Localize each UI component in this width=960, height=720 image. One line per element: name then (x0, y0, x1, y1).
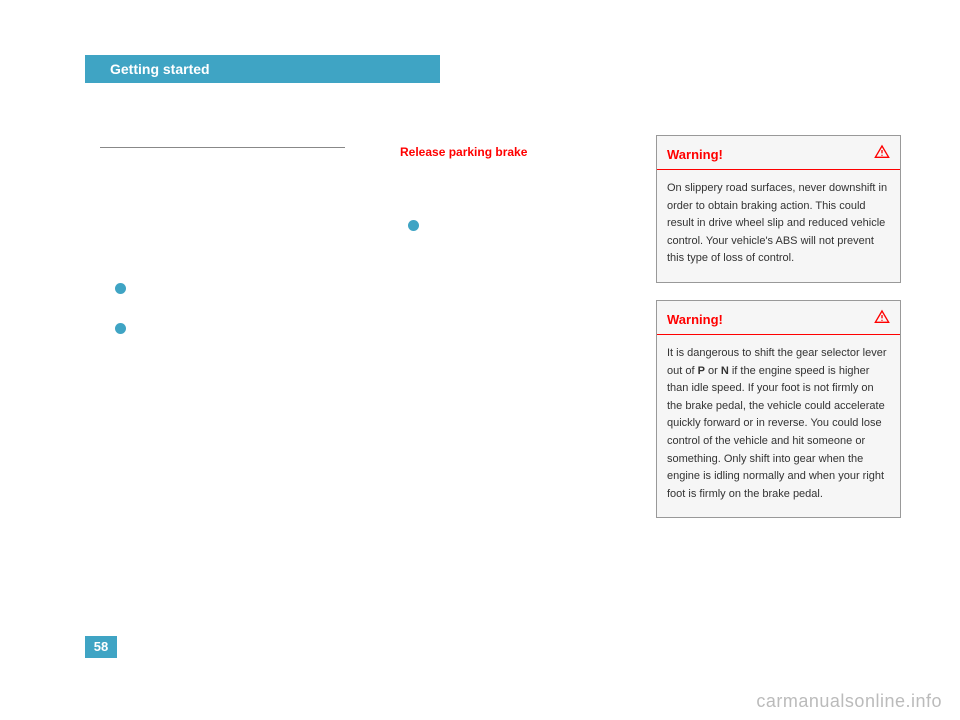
warning-body: It is dangerous to shift the gear select… (657, 335, 900, 517)
page: Getting started Release parking brake Wa… (0, 0, 960, 720)
warning-body: On slippery road surfaces, never downshi… (657, 170, 900, 282)
gear-n: N (721, 365, 729, 377)
watermark: carmanualsonline.info (756, 691, 942, 712)
warning-title: Warning! (667, 312, 723, 327)
warning-title: Warning! (667, 147, 723, 162)
bullet-icon (408, 220, 419, 231)
warning-header: Warning! (657, 301, 900, 335)
bullet-icon (115, 283, 126, 294)
warning2-or: or (705, 365, 721, 377)
divider-line (100, 147, 345, 148)
release-brake-text: Release parking brake (400, 145, 527, 159)
warning-triangle-icon (874, 309, 890, 330)
page-number: 58 (85, 636, 117, 658)
warning-box-1: Warning! On slippery road surfaces, neve… (656, 135, 901, 283)
warning-header: Warning! (657, 136, 900, 170)
header-bar: Getting started (85, 55, 440, 83)
bullet-icon (115, 323, 126, 334)
warning-triangle-icon (874, 144, 890, 165)
header-title: Getting started (110, 61, 210, 77)
warning-box-2: Warning! It is dangerous to shift the ge… (656, 300, 901, 518)
gear-p: P (698, 365, 705, 377)
warning2-post: if the engine speed is higher than idle … (667, 365, 885, 500)
